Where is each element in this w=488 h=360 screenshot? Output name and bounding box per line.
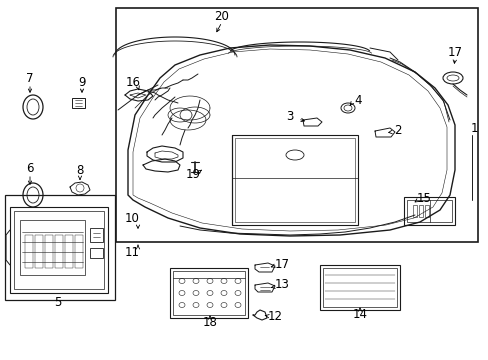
Bar [418, 205, 422, 217]
Text: 9: 9 [78, 76, 85, 89]
Text: 4: 4 [353, 94, 361, 107]
Bar [65, 235, 73, 268]
Bar [75, 235, 83, 268]
Bar [231, 135, 357, 225]
Text: 10: 10 [124, 211, 139, 225]
Bar [25, 235, 33, 268]
Text: 7: 7 [26, 72, 34, 85]
Bar [116, 8, 477, 242]
Text: 18: 18 [202, 316, 217, 329]
Bar [14, 211, 104, 289]
Text: 17: 17 [274, 257, 289, 270]
Bar [45, 235, 53, 268]
Bar [403, 197, 454, 225]
Text: 12: 12 [267, 310, 282, 323]
Text: 3: 3 [286, 109, 293, 122]
Bar [10, 207, 108, 293]
Bar [90, 248, 103, 258]
Text: 15: 15 [416, 192, 430, 204]
Bar [235, 138, 354, 222]
Bar [170, 268, 247, 318]
Text: 6: 6 [26, 162, 34, 175]
Text: 13: 13 [274, 279, 289, 292]
Bar [424, 205, 428, 217]
Bar [90, 228, 103, 242]
Text: 8: 8 [76, 163, 83, 176]
Bar [406, 200, 451, 222]
Bar [323, 268, 396, 307]
Bar [72, 98, 85, 108]
Bar [55, 235, 63, 268]
Bar [5, 195, 115, 300]
Text: 11: 11 [124, 246, 139, 258]
Bar [319, 265, 399, 310]
Text: 19: 19 [185, 168, 200, 181]
Text: 1: 1 [469, 122, 477, 135]
Text: 5: 5 [54, 296, 61, 309]
Text: 20: 20 [214, 9, 229, 22]
Text: 16: 16 [125, 76, 140, 89]
Bar [35, 235, 43, 268]
Text: 14: 14 [352, 309, 367, 321]
Bar [20, 220, 85, 275]
Bar [412, 205, 416, 217]
Bar [173, 271, 244, 315]
Text: 17: 17 [447, 45, 462, 58]
Text: 2: 2 [393, 123, 401, 136]
